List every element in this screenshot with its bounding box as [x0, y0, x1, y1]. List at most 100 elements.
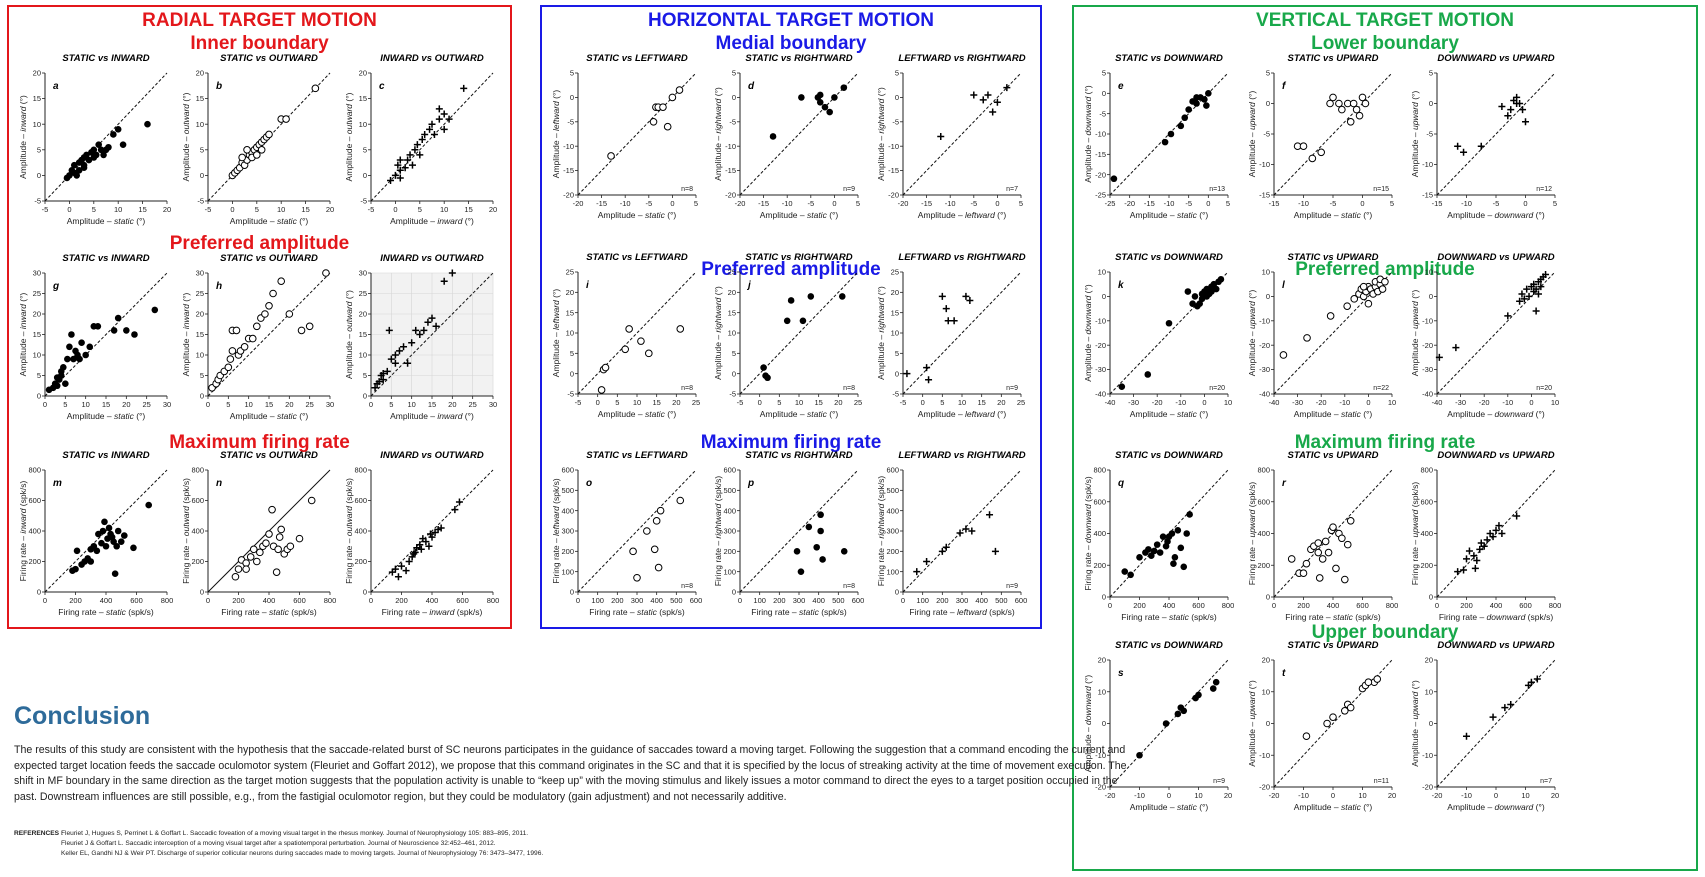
identity-line: [577, 271, 697, 395]
data-point: [76, 355, 83, 363]
data-point: [387, 355, 395, 363]
plot-title-p2: LEFTWARD vs RIGHTWARD: [898, 450, 1025, 461]
data-point: [95, 141, 102, 148]
y-tick-label: 0: [200, 588, 204, 597]
plot-title-s: STATIC vs DOWNWARD: [1115, 640, 1223, 651]
x-tick-label: 15: [301, 205, 309, 214]
x-tick-label: 10: [633, 398, 641, 407]
x-tick-label: 0: [1206, 199, 1210, 208]
y-tick-label: 500: [723, 486, 736, 495]
y-tick-label: 20: [566, 288, 574, 297]
data-point: [234, 565, 243, 573]
x-tick-label: 20: [326, 205, 334, 214]
y-tick-label: 0: [732, 588, 736, 597]
x-tick-label: 10: [1194, 791, 1202, 800]
identity-line: [1273, 72, 1393, 196]
data-point: [105, 524, 113, 532]
y-tick-label: 10: [1262, 687, 1270, 696]
x-tick-label: 10: [244, 400, 252, 409]
identity-line: [207, 72, 331, 202]
horizontal-subtitle-2: Preferred amplitude: [701, 259, 881, 280]
data-point: [1003, 84, 1011, 92]
data-point: [111, 570, 119, 577]
data-point: [1321, 537, 1330, 546]
plot-title-b: STATIC vs OUTWARD: [220, 53, 318, 64]
y-tick-label: 20: [196, 310, 204, 319]
data-point: [75, 166, 83, 174]
y-tick-label: 5: [363, 371, 367, 380]
data-point: [402, 567, 410, 575]
data-point: [1346, 517, 1355, 525]
data-point: [621, 345, 629, 354]
y-tick-label: 5: [570, 69, 574, 78]
x-tick-label: -5: [970, 199, 977, 208]
y-tick-label: 0: [37, 171, 41, 180]
data-point: [1533, 675, 1541, 683]
data-point: [637, 337, 645, 345]
x-tick-label: -15: [1269, 199, 1280, 208]
data-point: [1153, 541, 1161, 548]
x-tick-label: 10: [407, 400, 415, 409]
n-label: n=8: [843, 583, 855, 590]
y-tick-label: -20: [1422, 783, 1433, 792]
scatter-plot-l: STATIC vs UPWARD -40 -30 -20 -10 0 10 -40 -30 -20…: [1247, 252, 1396, 419]
scatter-plot-f2: DOWNWARD vs UPWARD -15 -10 -5 0 5 -15 -10 -5 0 5 Am…: [1410, 53, 1557, 220]
x-axis-label: Amplitude – static (°): [67, 411, 146, 421]
data-point: [395, 347, 403, 355]
data-point: [322, 269, 330, 277]
plot-title-t2: DOWNWARD vs UPWARD: [1437, 640, 1554, 651]
data-point: [1460, 148, 1468, 156]
data-point: [66, 172, 73, 179]
identity-line: [739, 271, 859, 395]
data-point: [391, 359, 399, 367]
x-tick-label: 15: [428, 400, 436, 409]
data-point: [1516, 297, 1524, 305]
x-axis-label: Firing rate – static (spk/s): [1285, 612, 1381, 622]
data-point: [231, 572, 240, 581]
radial-subtitle-1: Inner boundary: [190, 33, 329, 54]
data-point: [100, 151, 107, 159]
y-tick-label: 10: [728, 329, 736, 338]
data-point: [1180, 707, 1188, 715]
x-axis-label: Amplitude – static (°): [1130, 210, 1209, 220]
y-tick-label: 200: [886, 547, 899, 556]
data-point: [410, 550, 418, 558]
y-tick-label: -25: [1095, 191, 1106, 200]
data-point: [817, 527, 824, 535]
data-point: [274, 545, 282, 554]
data-point: [400, 343, 408, 351]
data-point: [1454, 142, 1462, 150]
data-point: [663, 122, 672, 131]
data-point: [821, 103, 829, 111]
data-point: [396, 166, 404, 174]
panel-letter: n: [216, 478, 222, 489]
data-point: [816, 98, 824, 106]
y-tick-label: 0: [570, 369, 574, 378]
y-tick-label: 20: [891, 288, 899, 297]
x-tick-label: -10: [782, 199, 793, 208]
data-point: [625, 325, 633, 333]
x-tick-label: 10: [1358, 791, 1366, 800]
x-tick-label: 20: [997, 398, 1005, 407]
data-point: [1470, 552, 1478, 560]
y-tick-label: 0: [1266, 292, 1270, 301]
data-point: [1326, 99, 1334, 108]
data-point: [1195, 691, 1202, 699]
data-point: [938, 547, 946, 555]
data-point: [396, 174, 404, 182]
scatter-plot-o: STATIC vs LEFTWARD 0 100 200 300 400 500 600 0 10…: [551, 450, 702, 617]
data-point: [371, 384, 379, 392]
y-axis-label: Amplitude – inward (°): [18, 292, 28, 376]
panel-letter: d: [748, 81, 755, 92]
data-point: [1308, 154, 1317, 163]
data-point: [1498, 530, 1506, 537]
n-label: n=15: [1373, 186, 1389, 193]
n-label: n=8: [843, 385, 855, 392]
n-label: n=20: [1209, 385, 1225, 392]
x-tick-label: 0: [1331, 791, 1335, 800]
data-point: [1145, 546, 1152, 553]
x-tick-label: 5: [777, 398, 781, 407]
y-tick-label: -15: [1422, 191, 1433, 200]
conclusion-body: The results of this study are consistent…: [14, 744, 1127, 804]
panel-letter: s: [1118, 668, 1124, 679]
